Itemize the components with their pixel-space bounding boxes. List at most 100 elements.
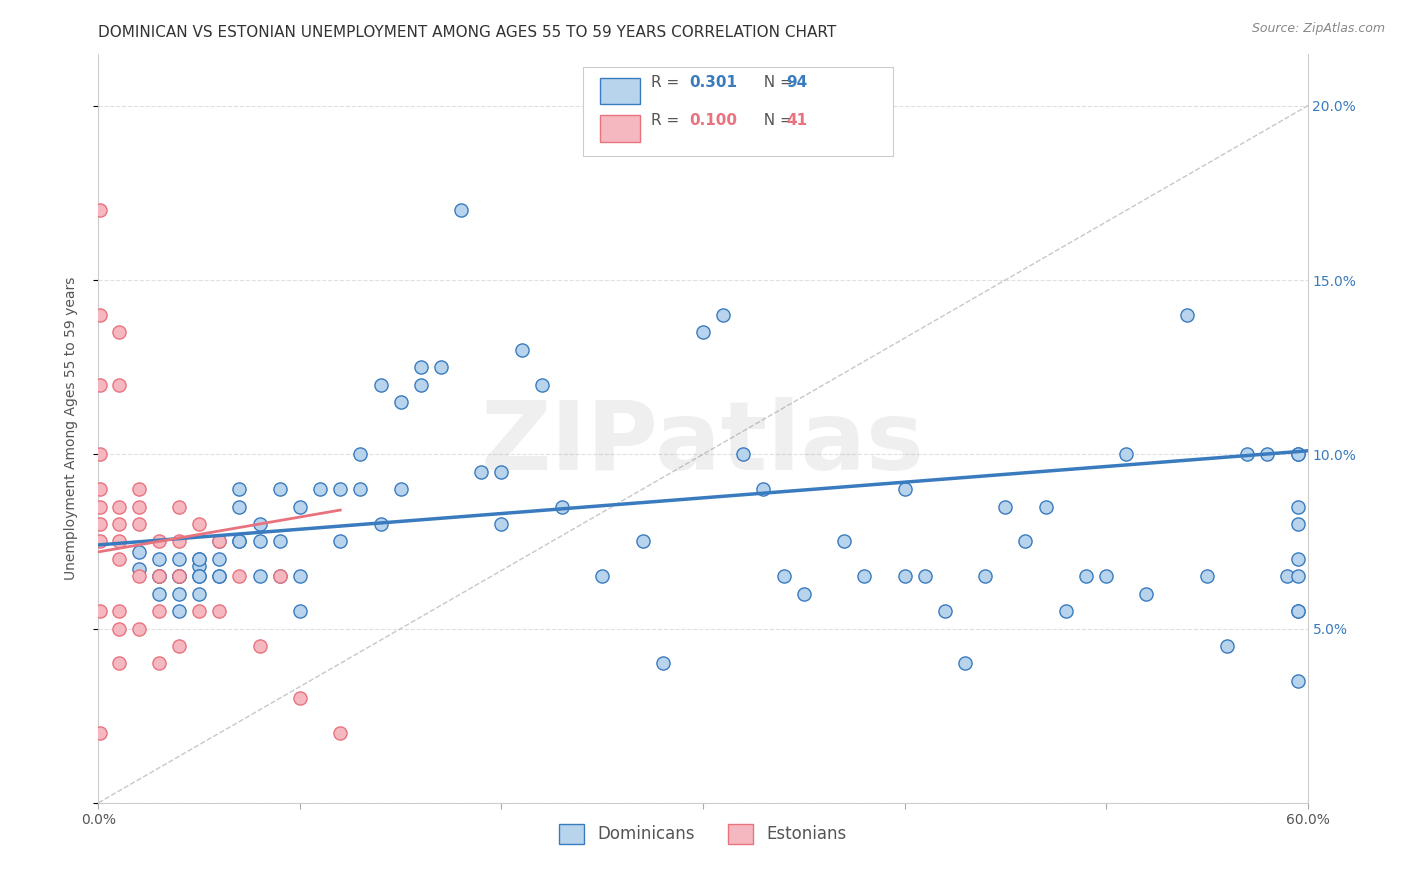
Point xyxy=(551,500,574,514)
Point xyxy=(389,395,412,409)
Point xyxy=(1115,447,1137,461)
Point xyxy=(228,500,250,514)
Point xyxy=(409,360,432,375)
Point xyxy=(249,534,271,549)
Point xyxy=(1095,569,1118,583)
Point xyxy=(107,516,129,531)
Point xyxy=(188,587,211,601)
Point xyxy=(188,552,211,566)
Point xyxy=(249,569,271,583)
Point xyxy=(1286,604,1309,618)
Point xyxy=(148,534,170,549)
Point xyxy=(188,552,211,566)
Point xyxy=(89,534,111,549)
Point xyxy=(288,569,311,583)
Point xyxy=(1286,552,1309,566)
Point xyxy=(269,482,291,496)
Point xyxy=(89,447,111,461)
Point xyxy=(228,482,250,496)
Point xyxy=(1175,308,1198,322)
Point xyxy=(1286,447,1309,461)
Point xyxy=(893,569,915,583)
Point xyxy=(329,482,352,496)
Point xyxy=(148,552,170,566)
Point xyxy=(752,482,775,496)
Point xyxy=(733,447,755,461)
Point xyxy=(1277,569,1299,583)
Point xyxy=(249,516,271,531)
Text: ZIPatlas: ZIPatlas xyxy=(481,397,925,490)
Point xyxy=(167,569,190,583)
Point xyxy=(167,569,190,583)
Point xyxy=(208,569,231,583)
Point xyxy=(349,447,371,461)
Point xyxy=(1035,500,1057,514)
Text: 41: 41 xyxy=(786,113,807,128)
Legend: Dominicans, Estonians: Dominicans, Estonians xyxy=(553,817,853,851)
Point xyxy=(89,482,111,496)
Point xyxy=(89,203,111,218)
Point xyxy=(107,326,129,340)
Point xyxy=(370,516,392,531)
Point xyxy=(208,534,231,549)
Point xyxy=(953,657,976,671)
Point xyxy=(89,377,111,392)
Text: 94: 94 xyxy=(786,76,807,90)
Text: R =: R = xyxy=(651,113,685,128)
Point xyxy=(1286,569,1309,583)
Point xyxy=(167,552,190,566)
Point xyxy=(370,377,392,392)
Point xyxy=(188,569,211,583)
Point xyxy=(329,726,352,740)
Text: R =: R = xyxy=(651,76,685,90)
Point xyxy=(128,482,150,496)
Point xyxy=(107,534,129,549)
Point xyxy=(1216,639,1239,653)
Point xyxy=(853,569,876,583)
Point xyxy=(510,343,533,357)
Point xyxy=(148,604,170,618)
Point xyxy=(148,569,170,583)
Point xyxy=(228,569,250,583)
Point xyxy=(148,569,170,583)
Y-axis label: Unemployment Among Ages 55 to 59 years: Unemployment Among Ages 55 to 59 years xyxy=(63,277,77,580)
Point xyxy=(167,569,190,583)
Point xyxy=(1236,447,1258,461)
Point xyxy=(128,562,150,576)
Point xyxy=(491,465,513,479)
Point xyxy=(228,534,250,549)
Point xyxy=(772,569,794,583)
Point xyxy=(288,500,311,514)
Point xyxy=(188,516,211,531)
Point xyxy=(389,482,412,496)
Point xyxy=(349,482,371,496)
Point xyxy=(89,726,111,740)
Point xyxy=(128,500,150,514)
Point xyxy=(914,569,936,583)
Point xyxy=(249,639,271,653)
Point xyxy=(148,569,170,583)
Point xyxy=(167,500,190,514)
Point xyxy=(89,516,111,531)
Point xyxy=(1286,604,1309,618)
Point xyxy=(651,657,673,671)
Point xyxy=(1074,569,1097,583)
Text: DOMINICAN VS ESTONIAN UNEMPLOYMENT AMONG AGES 55 TO 59 YEARS CORRELATION CHART: DOMINICAN VS ESTONIAN UNEMPLOYMENT AMONG… xyxy=(98,25,837,40)
Point xyxy=(591,569,613,583)
Point xyxy=(1054,604,1077,618)
Point xyxy=(893,482,915,496)
Text: 0.100: 0.100 xyxy=(689,113,737,128)
Point xyxy=(530,377,553,392)
Point xyxy=(1014,534,1036,549)
Point xyxy=(167,587,190,601)
Point xyxy=(974,569,997,583)
Point xyxy=(1195,569,1218,583)
Point xyxy=(491,516,513,531)
Point xyxy=(89,500,111,514)
Text: N =: N = xyxy=(754,76,797,90)
Point xyxy=(208,604,231,618)
Point xyxy=(288,604,311,618)
Text: Source: ZipAtlas.com: Source: ZipAtlas.com xyxy=(1251,22,1385,36)
Text: N =: N = xyxy=(754,113,797,128)
Point xyxy=(107,377,129,392)
